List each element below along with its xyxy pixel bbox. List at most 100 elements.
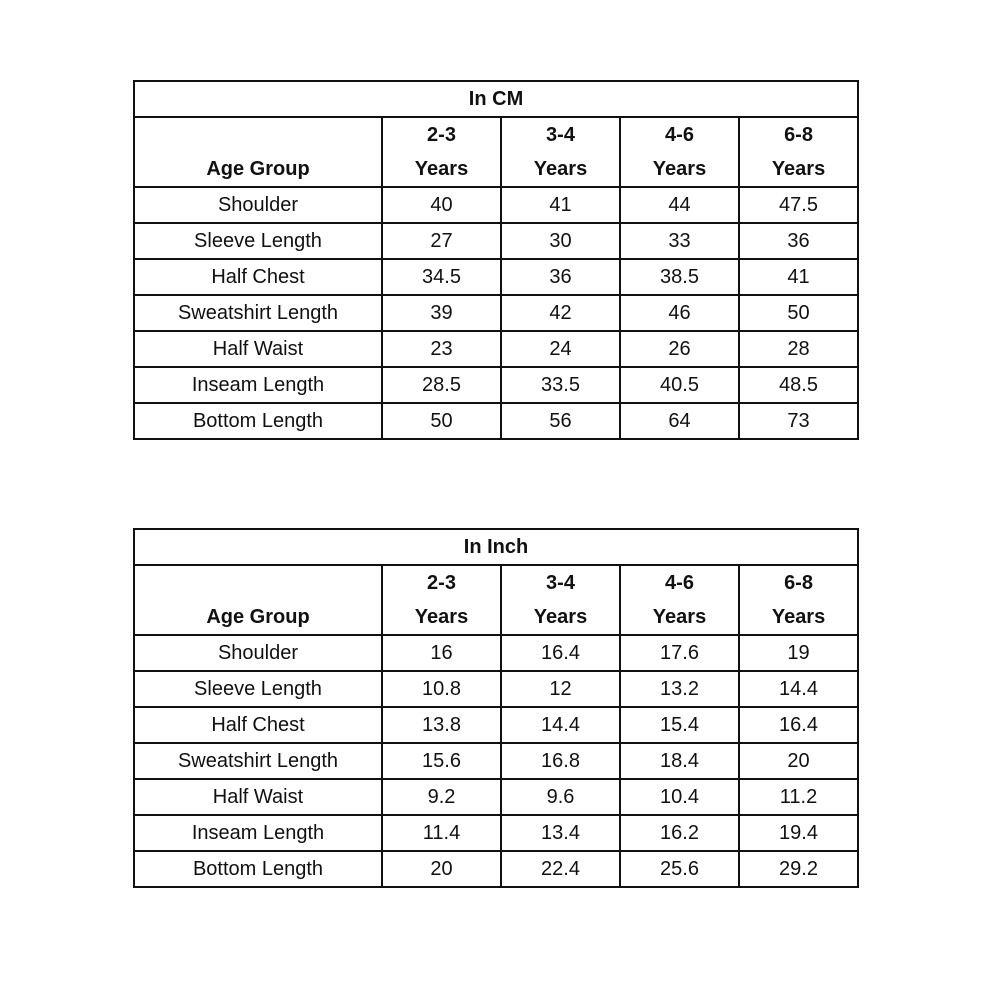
title-row: In CM (132, 80, 860, 118)
column-header-line: 6-8 (784, 124, 813, 146)
value-cell: 13.4 (500, 814, 621, 852)
row-label: Half Waist (133, 778, 383, 816)
value-cell: 41 (737, 258, 860, 296)
value-cell: 11.4 (381, 814, 502, 852)
data-row: Bottom Length 50 56 64 73 (133, 402, 860, 440)
value-cell: 10.4 (619, 778, 740, 816)
value-cell: 16.8 (500, 742, 621, 780)
column-header-line: 2-3 (427, 124, 456, 146)
row-label: Sweatshirt Length (133, 742, 383, 780)
row-label: Inseam Length (133, 366, 383, 404)
column-header-line: Years (533, 606, 588, 628)
value-cell: 42 (500, 294, 621, 332)
column-header-line: 4-6 (665, 572, 694, 594)
value-cell: 50 (737, 294, 860, 332)
value-cell: 13.2 (619, 670, 740, 708)
title-row: In Inch (132, 528, 860, 566)
value-cell: 40.5 (619, 366, 740, 404)
value-cell: 24 (500, 330, 621, 368)
table-title: In CM (132, 80, 860, 118)
value-cell: 26 (619, 330, 740, 368)
row-label: Shoulder (133, 634, 383, 672)
column-header: 3-4 Years (500, 564, 621, 636)
row-label: Sleeve Length (133, 670, 383, 708)
value-cell: 36 (737, 222, 860, 260)
table-title: In Inch (132, 528, 860, 566)
column-header: 2-3 Years (381, 116, 502, 188)
row-label: Sleeve Length (133, 222, 383, 260)
value-cell: 14.4 (737, 670, 860, 708)
value-cell: 64 (619, 402, 740, 440)
value-cell: 16.4 (500, 634, 621, 672)
column-header-line: 3-4 (546, 124, 575, 146)
row-label: Bottom Length (133, 402, 383, 440)
value-cell: 30 (500, 222, 621, 260)
data-row: Sweatshirt Length 39 42 46 50 (133, 294, 860, 332)
column-header-line: Years (652, 606, 707, 628)
value-cell: 73 (737, 402, 860, 440)
data-row: Sweatshirt Length 15.6 16.8 18.4 20 (133, 742, 860, 780)
value-cell: 34.5 (381, 258, 502, 296)
column-header-line: 6-8 (784, 572, 813, 594)
value-cell: 16.4 (737, 706, 860, 744)
value-cell: 20 (381, 850, 502, 888)
value-cell: 16.2 (619, 814, 740, 852)
row-label: Half Waist (133, 330, 383, 368)
row-label: Half Chest (133, 706, 383, 744)
row-header-label: Age Group (133, 116, 383, 188)
value-cell: 9.2 (381, 778, 502, 816)
value-cell: 56 (500, 402, 621, 440)
column-header: 6-8 Years (737, 116, 860, 188)
value-cell: 28.5 (381, 366, 502, 404)
column-header: 6-8 Years (737, 564, 860, 636)
data-row: Inseam Length 11.4 13.4 16.2 19.4 (133, 814, 860, 852)
value-cell: 38.5 (619, 258, 740, 296)
data-row: Sleeve Length 27 30 33 36 (133, 222, 860, 260)
data-row: Half Chest 34.5 36 38.5 41 (133, 258, 860, 296)
value-cell: 19.4 (737, 814, 860, 852)
column-header-line: Years (771, 606, 826, 628)
column-header-line: Years (414, 606, 469, 628)
size-table: In Inch Age Group 2-3 Years 3-4 Years 4-6 Years… (132, 528, 860, 888)
column-header-line: Years (771, 158, 826, 180)
data-row: Shoulder 16 16.4 17.6 19 (133, 634, 860, 672)
value-cell: 23 (381, 330, 502, 368)
value-cell: 27 (381, 222, 502, 260)
value-cell: 17.6 (619, 634, 740, 672)
value-cell: 16 (381, 634, 502, 672)
row-header-label: Age Group (133, 564, 383, 636)
column-header-line: Years (414, 158, 469, 180)
value-cell: 50 (381, 402, 502, 440)
value-cell: 36 (500, 258, 621, 296)
value-cell: 11.2 (737, 778, 860, 816)
column-header: 2-3 Years (381, 564, 502, 636)
column-header-line: Years (652, 158, 707, 180)
value-cell: 19 (737, 634, 860, 672)
value-cell: 33 (619, 222, 740, 260)
value-cell: 9.6 (500, 778, 621, 816)
column-header-line: 2-3 (427, 572, 456, 594)
row-label: Half Chest (133, 258, 383, 296)
row-label: Bottom Length (133, 850, 383, 888)
value-cell: 40 (381, 186, 502, 224)
value-cell: 39 (381, 294, 502, 332)
value-cell: 28 (737, 330, 860, 368)
value-cell: 47.5 (737, 186, 860, 224)
value-cell: 46 (619, 294, 740, 332)
column-header: 4-6 Years (619, 116, 740, 188)
data-row: Half Waist 9.2 9.6 10.4 11.2 (133, 778, 860, 816)
row-label: Shoulder (133, 186, 383, 224)
value-cell: 18.4 (619, 742, 740, 780)
value-cell: 12 (500, 670, 621, 708)
value-cell: 33.5 (500, 366, 621, 404)
column-header: 4-6 Years (619, 564, 740, 636)
header-row: Age Group 2-3 Years 3-4 Years 4-6 Years 6-8 Year… (133, 564, 860, 636)
value-cell: 48.5 (737, 366, 860, 404)
row-label: Inseam Length (133, 814, 383, 852)
size-table: In CM Age Group 2-3 Years 3-4 Years 4-6 Years 6-… (132, 80, 860, 440)
column-header-line: 4-6 (665, 124, 694, 146)
value-cell: 25.6 (619, 850, 740, 888)
column-header-line: 3-4 (546, 572, 575, 594)
value-cell: 13.8 (381, 706, 502, 744)
